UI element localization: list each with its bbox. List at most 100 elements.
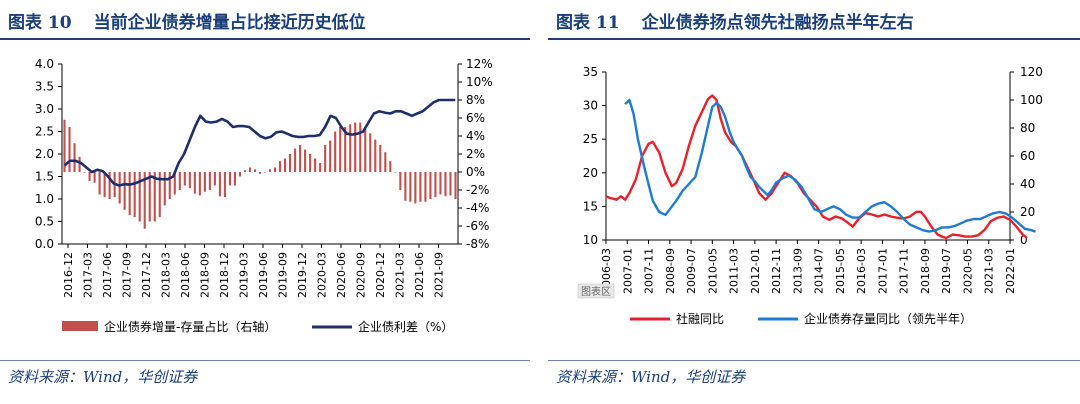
y-tick-label: 1.5: [35, 170, 54, 184]
x-tick-label: 2017-12: [140, 252, 153, 298]
figure-number: 图表 10: [8, 13, 72, 33]
chart-left-plot: 0.0 0.5 1.0 1.5 2.0 2.5 3.0 3.5 4.0 -8% -6% -4% -2% 0…: [35, 57, 493, 334]
legend-label: 企业债券存量同比（领先半年）: [804, 311, 972, 326]
bar: [404, 172, 407, 201]
bar: [143, 172, 146, 229]
y-tick-label: 1.0: [35, 192, 54, 206]
y-tick-label: 30: [583, 99, 598, 113]
x-tick-label: 2011-03: [728, 248, 741, 294]
bar: [63, 119, 66, 172]
x-tick-label: 2020-06: [335, 252, 348, 298]
x-tick-label: 2017-01: [876, 248, 889, 294]
bar: [454, 172, 457, 199]
y2-tick-label: 0%: [466, 165, 485, 179]
bar: [294, 148, 297, 172]
x-tick-label: 2018-12: [218, 252, 231, 298]
bar: [278, 161, 282, 172]
bar: [414, 172, 417, 204]
bar: [93, 172, 96, 183]
watermark-box: [577, 283, 615, 299]
y2-tick-label: 20: [1020, 205, 1035, 219]
bar: [103, 172, 106, 198]
x-tick-label: 2017-09: [121, 252, 134, 298]
x-tick-label: 2017-03: [82, 252, 95, 298]
bar: [248, 167, 252, 172]
bar: [329, 140, 332, 172]
y-tick-label: 3.0: [35, 102, 54, 116]
x-tick-label: 2019-12: [296, 252, 309, 298]
bar: [128, 172, 131, 216]
x-tick-label: 2019-07: [940, 248, 953, 294]
y2-tick-label: -8%: [466, 237, 489, 251]
bar: [299, 145, 302, 172]
watermark-label: 图表区: [581, 285, 611, 298]
bar: [243, 170, 247, 172]
chart-title-right: 图表 11 企业债券扬点领先社融扬点半年左右: [556, 8, 914, 33]
bar: [263, 172, 267, 173]
bar: [123, 172, 126, 210]
bar: [163, 172, 166, 206]
bar: [359, 122, 362, 172]
bar: [424, 172, 427, 202]
x-tick-label: 2018-06: [179, 252, 192, 298]
bar: [314, 158, 317, 172]
bar: [444, 172, 447, 197]
y-tick-label: 25: [583, 132, 598, 146]
x-tick-label: 2020-03: [316, 252, 329, 298]
bar: [349, 124, 352, 172]
legend-label: 企业债利差（%）: [358, 319, 453, 334]
bar: [384, 152, 387, 172]
bar: [253, 169, 257, 172]
x-tick-label: 2014-07: [813, 248, 826, 294]
legend-label: 企业债券增量-存量占比（右轴）: [104, 319, 276, 334]
y2-tick-label: 0: [1020, 233, 1028, 247]
x-tick-label: 2012-11: [770, 248, 783, 294]
y2-tick-label: 4%: [466, 129, 485, 143]
y2-tick-label: 6%: [466, 111, 485, 125]
bar: [108, 172, 111, 199]
x-tick-label: 2007-01: [621, 248, 634, 294]
bar: [138, 172, 141, 222]
bar: [83, 172, 86, 173]
y-tick-label: 20: [583, 166, 598, 180]
bar: [198, 172, 201, 196]
bar: [419, 172, 422, 202]
bar: [324, 145, 327, 172]
x-tick-label: 2021-03: [983, 248, 996, 294]
bar: [374, 139, 377, 172]
x-tick-label: 2021-03: [394, 252, 407, 298]
y2-tick-label: 80: [1020, 121, 1035, 135]
x-tick-label: 2008-09: [664, 248, 677, 294]
bar: [68, 127, 71, 172]
bar: [449, 172, 452, 196]
y2-tick-label: 60: [1020, 149, 1035, 163]
bar: [218, 172, 221, 197]
bar: [389, 161, 392, 172]
bar: [339, 127, 342, 172]
x-tick-label: 2019-03: [238, 252, 251, 298]
x-tick-label: 2021-09: [433, 252, 446, 298]
y2-tick-label: -4%: [466, 201, 489, 215]
figure-number: 图表 11: [556, 13, 620, 33]
y2-tick-label: 12%: [466, 57, 493, 71]
legend-label: 社融同比: [676, 311, 724, 326]
title-divider: [548, 38, 1080, 40]
bar: [208, 172, 211, 190]
x-tick-label: 2016-12: [62, 252, 75, 298]
bar: [158, 172, 161, 217]
y-tick-label: 4.0: [35, 57, 54, 71]
x-tick-label: 2021-06: [413, 252, 426, 298]
y2-tick-label: -2%: [466, 183, 489, 197]
bar: [369, 133, 372, 172]
bar: [429, 172, 432, 199]
x-tick-label: 2017-11: [898, 248, 911, 294]
chart-panel-left: 图表 10 当前企业债券增量占比接近历史低位 0.0 0.5 1.0 1.5 2.0 2.5…: [0, 0, 530, 404]
x-tick-label: 2016-03: [855, 248, 868, 294]
bar: [88, 172, 91, 181]
bar: [273, 167, 277, 172]
bar: [168, 172, 171, 199]
source-divider: [548, 360, 1080, 361]
bar: [173, 172, 176, 195]
x-tick-label: 2022-01: [1004, 248, 1017, 294]
series-line-spread: [63, 98, 456, 187]
